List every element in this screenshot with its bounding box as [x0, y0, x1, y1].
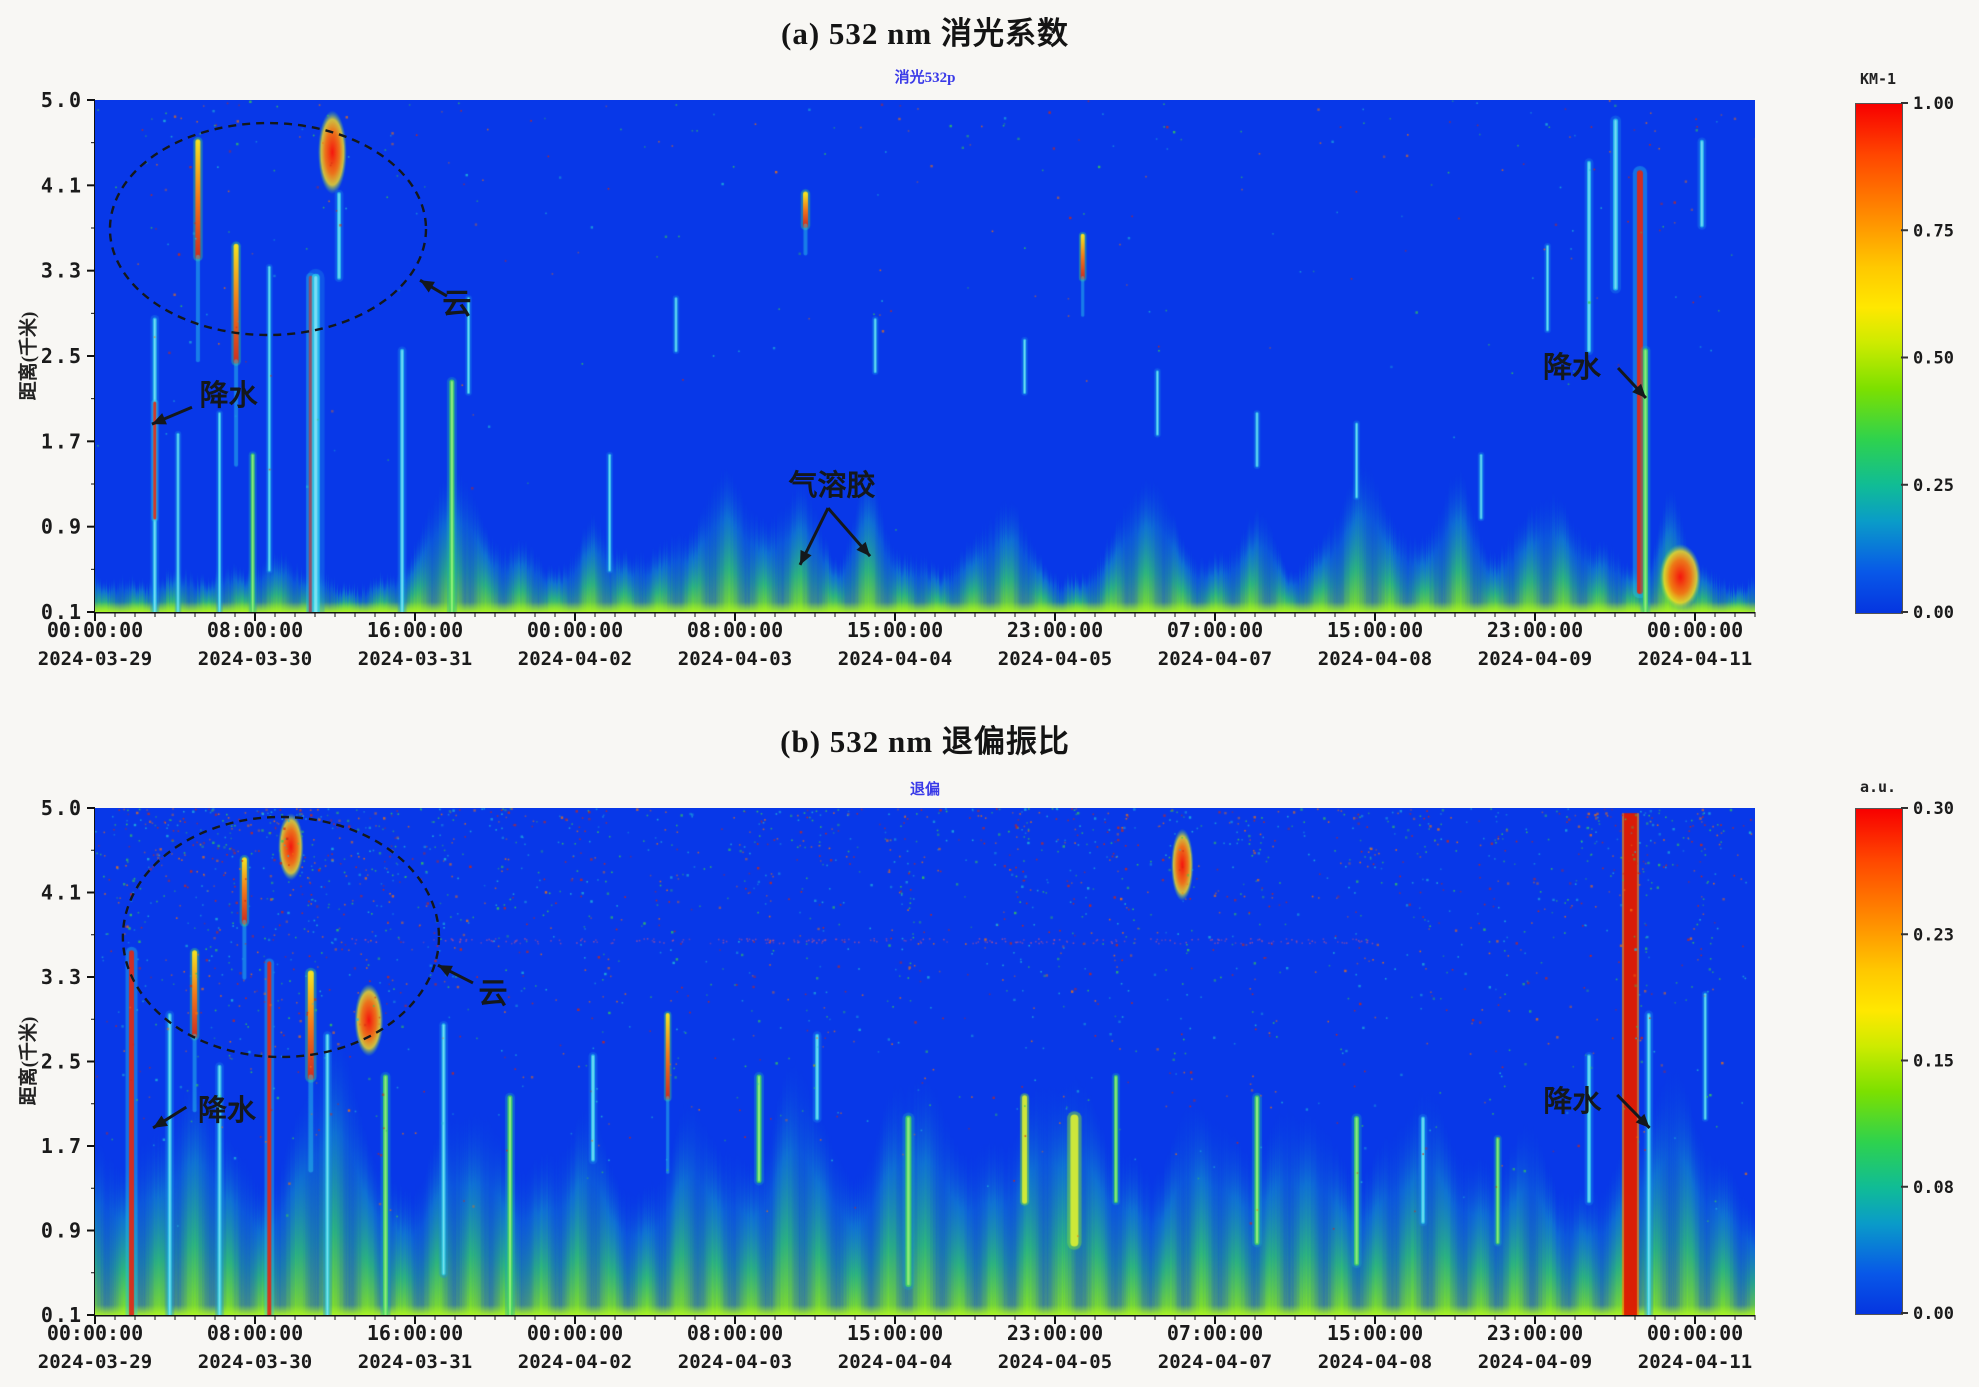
x-tick-date-label: 2024-03-31: [358, 648, 472, 670]
x-tick-time-label: 00:00:00: [527, 618, 623, 642]
panel-a-title: (a) 532 nm 消光系数: [781, 16, 1069, 51]
y-tick-label: 0.9: [41, 515, 83, 539]
x-tick-date-label: 2024-04-09: [1478, 1351, 1592, 1373]
panel-a-colorbar-title: KM-1: [1859, 70, 1897, 88]
x-tick-date-label: 2024-04-11: [1638, 1351, 1752, 1373]
panel-b-colorbar-title: a.u.: [1859, 778, 1897, 796]
y-tick-label: 4.1: [41, 173, 83, 197]
x-tick-time-label: 23:00:00: [1487, 618, 1583, 642]
x-tick-date-label: 2024-04-05: [998, 1351, 1112, 1373]
panel-b-heatmap-canvas: [95, 808, 1755, 1315]
panel-a-subtitle: 消光532p: [894, 70, 956, 86]
colorbar-tick-label: 0.75: [1913, 221, 1954, 241]
colorbar-tick-label: 0.23: [1913, 925, 1954, 945]
colorbar-tick-label: 0.50: [1913, 349, 1954, 369]
y-tick-label: 0.1: [41, 1303, 83, 1327]
y-tick-label: 2.5: [41, 1050, 83, 1074]
x-tick-time-label: 16:00:00: [367, 1321, 463, 1345]
x-tick-time-label: 15:00:00: [1327, 618, 1423, 642]
y-tick-label: 0.1: [41, 600, 83, 624]
x-tick-time-label: 07:00:00: [1167, 1321, 1263, 1345]
panel-b-subtitle: 退偏: [909, 782, 940, 798]
x-tick-date-label: 2024-04-11: [1638, 648, 1752, 670]
x-tick-date-label: 2024-04-07: [1158, 1351, 1272, 1373]
x-tick-time-label: 15:00:00: [847, 618, 943, 642]
panel-b-title: (b) 532 nm 退偏振比: [780, 724, 1070, 759]
x-tick-date-label: 2024-03-30: [198, 1351, 312, 1373]
x-tick-time-label: 00:00:00: [47, 1321, 143, 1345]
x-tick-date-label: 2024-03-31: [358, 1351, 472, 1373]
x-tick-time-label: 16:00:00: [367, 618, 463, 642]
x-tick-time-label: 15:00:00: [1327, 1321, 1423, 1345]
colorbar-tick-label: 1.00: [1913, 94, 1954, 114]
y-tick-label: 3.3: [41, 965, 83, 989]
colorbar-tick-label: 0.00: [1913, 1304, 1954, 1324]
x-tick-date-label: 2024-04-05: [998, 648, 1112, 670]
colorbar-tick-label: 0.15: [1913, 1052, 1954, 1072]
x-tick-time-label: 08:00:00: [687, 1321, 783, 1345]
colorbar-tick-label: 0.25: [1913, 476, 1954, 496]
panel-a-heatmap-canvas: [95, 100, 1755, 612]
x-tick-date-label: 2024-04-03: [678, 1351, 792, 1373]
x-tick-time-label: 00:00:00: [1647, 1321, 1743, 1345]
y-tick-label: 4.1: [41, 881, 83, 905]
panel-a-y-axis-label: 距离(千米): [18, 311, 40, 401]
x-tick-time-label: 15:00:00: [847, 1321, 943, 1345]
colorbar-tick-label: 0.30: [1913, 799, 1954, 819]
panel-b-colorbar: [1855, 808, 1903, 1315]
x-tick-time-label: 08:00:00: [687, 618, 783, 642]
x-tick-date-label: 2024-03-29: [38, 648, 152, 670]
y-tick-label: 1.7: [41, 1134, 83, 1158]
x-tick-time-label: 23:00:00: [1487, 1321, 1583, 1345]
x-tick-date-label: 2024-04-07: [1158, 648, 1272, 670]
x-tick-date-label: 2024-04-03: [678, 648, 792, 670]
x-tick-date-label: 2024-04-09: [1478, 648, 1592, 670]
x-tick-date-label: 2024-04-02: [518, 1351, 632, 1373]
x-tick-date-label: 2024-04-02: [518, 648, 632, 670]
y-tick-label: 5.0: [41, 88, 83, 112]
x-tick-time-label: 00:00:00: [527, 1321, 623, 1345]
x-tick-time-label: 07:00:00: [1167, 618, 1263, 642]
x-tick-date-label: 2024-03-29: [38, 1351, 152, 1373]
x-tick-time-label: 00:00:00: [1647, 618, 1743, 642]
x-tick-time-label: 08:00:00: [207, 1321, 303, 1345]
colorbar-tick-label: 0.08: [1913, 1178, 1954, 1198]
x-tick-date-label: 2024-04-04: [838, 1351, 952, 1373]
x-tick-date-label: 2024-04-08: [1318, 648, 1432, 670]
y-tick-label: 3.3: [41, 259, 83, 283]
y-tick-label: 2.5: [41, 344, 83, 368]
x-tick-date-label: 2024-04-04: [838, 648, 952, 670]
x-tick-time-label: 08:00:00: [207, 618, 303, 642]
y-tick-label: 1.7: [41, 429, 83, 453]
x-tick-time-label: 00:00:00: [47, 618, 143, 642]
x-tick-date-label: 2024-04-08: [1318, 1351, 1432, 1373]
colorbar-tick-label: 0.00: [1913, 603, 1954, 623]
y-tick-label: 5.0: [41, 796, 83, 820]
x-tick-date-label: 2024-03-30: [198, 648, 312, 670]
x-tick-time-label: 23:00:00: [1007, 1321, 1103, 1345]
panel-b-y-axis-label: 距离(千米): [18, 1016, 40, 1106]
x-tick-time-label: 23:00:00: [1007, 618, 1103, 642]
panel-a-colorbar: [1855, 103, 1903, 614]
y-tick-label: 0.9: [41, 1219, 83, 1243]
